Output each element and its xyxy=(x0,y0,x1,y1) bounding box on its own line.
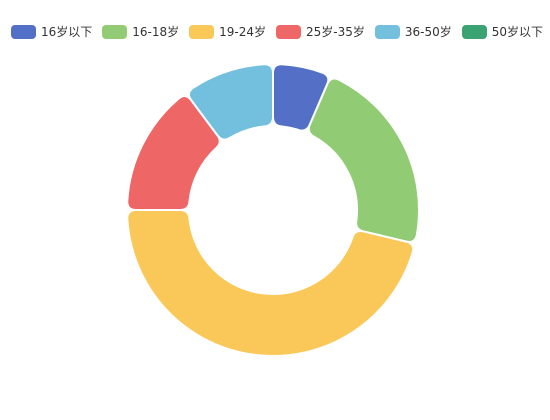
legend-label: 16岁以下 xyxy=(41,25,93,39)
legend-item[interactable]: 16岁以下 xyxy=(11,25,92,39)
legend-swatch xyxy=(11,25,36,39)
legend-swatch xyxy=(374,25,400,39)
legend-swatch xyxy=(276,25,302,39)
legend-item[interactable]: 36-50岁 xyxy=(374,25,452,39)
legend-item[interactable]: 16-18岁 xyxy=(102,25,179,39)
legend-label: 50岁以下 xyxy=(491,25,544,39)
chart-legend: 16岁以下 16-18岁 19-24岁 25岁-35岁 36-50岁 50岁以下 xyxy=(11,25,550,39)
legend-label: 19-24岁 xyxy=(219,25,267,39)
legend-item[interactable]: 50岁以下 xyxy=(461,25,544,39)
legend-item[interactable]: 25岁-35岁 xyxy=(276,25,365,39)
pie-slice[interactable] xyxy=(187,63,274,141)
pie-slice[interactable] xyxy=(307,77,420,243)
pie-slice[interactable] xyxy=(126,209,415,357)
legend-label: 36-50岁 xyxy=(404,25,452,39)
legend-label: 16-18岁 xyxy=(132,25,180,39)
legend-label: 25岁-35岁 xyxy=(306,25,365,39)
legend-item[interactable]: 19-24岁 xyxy=(189,25,266,39)
legend-swatch xyxy=(189,25,215,39)
legend-swatch xyxy=(461,25,487,39)
legend-swatch xyxy=(102,25,128,39)
